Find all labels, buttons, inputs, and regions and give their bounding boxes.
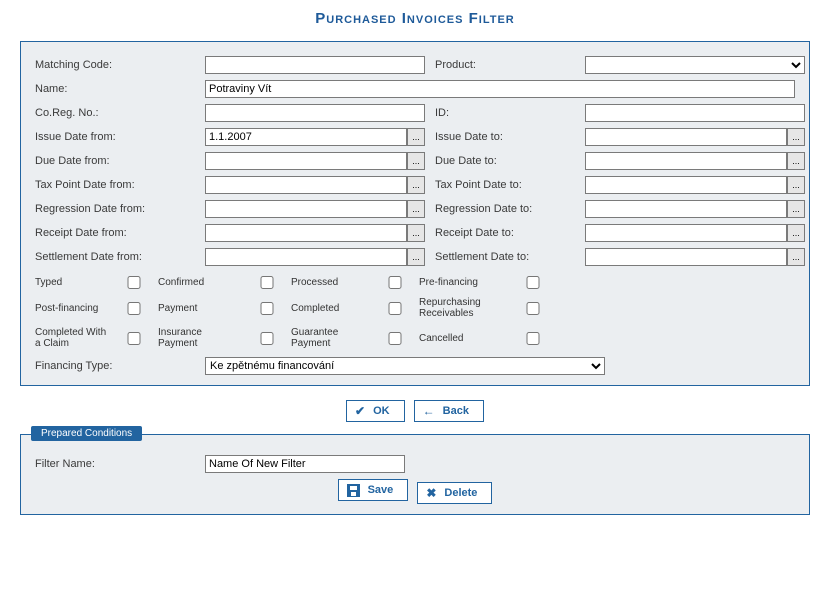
label-completed-claim: Completed With a Claim [35,327,110,349]
label-pre-financing: Pre-financing [419,277,509,288]
label-receipt-from: Receipt Date from: [35,227,195,239]
check-completed[interactable] [385,302,405,315]
ok-button-label: OK [373,405,390,417]
save-icon [347,484,360,497]
label-receipt-to: Receipt Date to: [435,227,575,239]
check-cancelled[interactable] [523,332,543,345]
save-button[interactable]: Save [338,479,409,501]
picker-tax-from[interactable]: ... [407,176,425,194]
delete-button[interactable]: ✖ Delete [417,482,492,504]
label-name: Name: [35,83,195,95]
label-regression-to: Regression Date to: [435,203,575,215]
check-payment[interactable] [257,302,277,315]
label-tax-from: Tax Point Date from: [35,179,195,191]
picker-settlement-to[interactable]: ... [787,248,805,266]
label-insurance-payment: Insurance Payment [158,327,243,349]
input-issue-to[interactable] [585,128,787,146]
picker-settlement-from[interactable]: ... [407,248,425,266]
label-repurchasing: Repurchasing Receivables [419,297,509,319]
input-regression-to[interactable] [585,200,787,218]
input-settlement-from[interactable] [205,248,407,266]
label-guarantee-payment: Guarantee Payment [291,327,371,349]
back-button-label: Back [443,405,469,417]
input-co-reg-no[interactable] [205,104,425,122]
picker-issue-from[interactable]: ... [407,128,425,146]
arrow-left-icon: ← [423,405,435,417]
label-product: Product: [435,59,575,71]
label-completed: Completed [291,303,371,314]
label-issue-from: Issue Date from: [35,131,195,143]
check-pre-financing[interactable] [523,276,543,289]
picker-regression-to[interactable]: ... [787,200,805,218]
picker-receipt-to[interactable]: ... [787,224,805,242]
back-button[interactable]: ← Back [414,400,484,422]
label-matching-code: Matching Code: [35,59,195,71]
ok-button[interactable]: ✔ OK [346,400,405,422]
picker-due-to[interactable]: ... [787,152,805,170]
label-co-reg-no: Co.Reg. No.: [35,107,195,119]
page-title: Purchased Invoices Filter [10,10,820,27]
input-due-from[interactable] [205,152,407,170]
picker-due-from[interactable]: ... [407,152,425,170]
label-due-to: Due Date to: [435,155,575,167]
input-id[interactable] [585,104,805,122]
input-due-to[interactable] [585,152,787,170]
save-button-label: Save [368,484,394,496]
check-typed[interactable] [124,276,144,289]
check-insurance-payment[interactable] [257,332,277,345]
label-cancelled: Cancelled [419,333,509,344]
check-icon: ✔ [355,405,365,417]
check-processed[interactable] [385,276,405,289]
label-payment: Payment [158,303,243,314]
label-filter-name: Filter Name: [35,458,195,470]
input-receipt-to[interactable] [585,224,787,242]
close-icon: ✖ [426,487,436,499]
picker-tax-to[interactable]: ... [787,176,805,194]
label-settlement-to: Settlement Date to: [435,251,575,263]
check-repurchasing[interactable] [523,302,543,315]
label-typed: Typed [35,277,110,288]
label-financing-type: Financing Type: [35,360,195,372]
input-matching-code[interactable] [205,56,425,74]
input-settlement-to[interactable] [585,248,787,266]
label-regression-from: Regression Date from: [35,203,195,215]
label-id: ID: [435,107,575,119]
prepared-conditions-panel: Prepared Conditions Filter Name: Save ✖ … [20,434,810,515]
picker-regression-from[interactable]: ... [407,200,425,218]
input-tax-to[interactable] [585,176,787,194]
input-regression-from[interactable] [205,200,407,218]
delete-button-label: Delete [444,487,477,499]
prepared-conditions-legend: Prepared Conditions [31,426,142,441]
label-processed: Processed [291,277,371,288]
label-due-from: Due Date from: [35,155,195,167]
filter-panel: Matching Code: Product: Name: Co.Reg. No… [20,41,810,386]
input-tax-from[interactable] [205,176,407,194]
check-completed-claim[interactable] [124,332,144,345]
check-guarantee-payment[interactable] [385,332,405,345]
picker-issue-to[interactable]: ... [787,128,805,146]
check-post-financing[interactable] [124,302,144,315]
label-post-financing: Post-financing [35,303,110,314]
check-confirmed[interactable] [257,276,277,289]
label-confirmed: Confirmed [158,277,243,288]
label-settlement-from: Settlement Date from: [35,251,195,263]
select-financing-type[interactable]: Ke zpětnému financování [205,357,605,375]
input-issue-from[interactable] [205,128,407,146]
label-issue-to: Issue Date to: [435,131,575,143]
picker-receipt-from[interactable]: ... [407,224,425,242]
input-receipt-from[interactable] [205,224,407,242]
input-filter-name[interactable] [205,455,405,473]
input-name[interactable] [205,80,795,98]
select-product[interactable] [585,56,805,74]
label-tax-to: Tax Point Date to: [435,179,575,191]
